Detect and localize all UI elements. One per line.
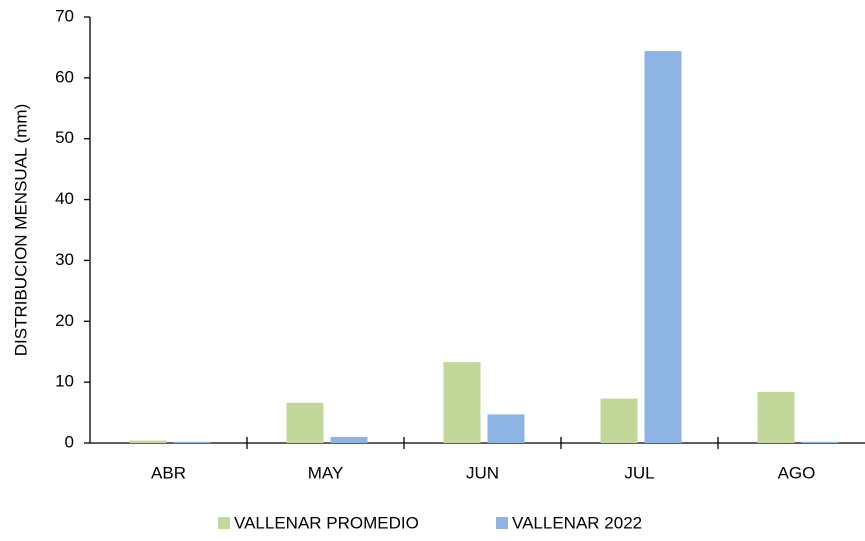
y-tick-label: 10 xyxy=(55,372,74,391)
bar xyxy=(286,402,324,443)
bar xyxy=(600,398,638,443)
legend-label: VALLENAR 2022 xyxy=(512,513,642,532)
y-tick-label: 0 xyxy=(65,432,74,451)
bar xyxy=(757,391,795,443)
bar xyxy=(330,436,368,443)
y-axis-label: DISTRIBUCION MENSUAL (mm) xyxy=(11,104,30,357)
y-tick-label: 30 xyxy=(55,250,74,269)
x-tick-label: JUL xyxy=(624,463,654,482)
bar xyxy=(129,440,167,443)
bar xyxy=(173,441,211,443)
bar xyxy=(487,414,525,443)
x-tick-label: AGO xyxy=(778,463,816,482)
x-tick-label: ABR xyxy=(151,463,186,482)
bar xyxy=(443,362,481,443)
legend-label: VALLENAR PROMEDIO xyxy=(234,513,419,532)
y-tick-label: 70 xyxy=(55,6,74,25)
x-tick-label: JUN xyxy=(466,463,499,482)
x-tick-label: MAY xyxy=(308,463,344,482)
bar xyxy=(644,51,682,444)
bar xyxy=(801,441,839,443)
y-tick-label: 60 xyxy=(55,67,74,86)
legend-swatch xyxy=(496,517,508,529)
y-tick-label: 40 xyxy=(55,189,74,208)
y-tick-label: 20 xyxy=(55,311,74,330)
y-tick-label: 50 xyxy=(55,128,74,147)
legend-swatch xyxy=(218,517,230,529)
